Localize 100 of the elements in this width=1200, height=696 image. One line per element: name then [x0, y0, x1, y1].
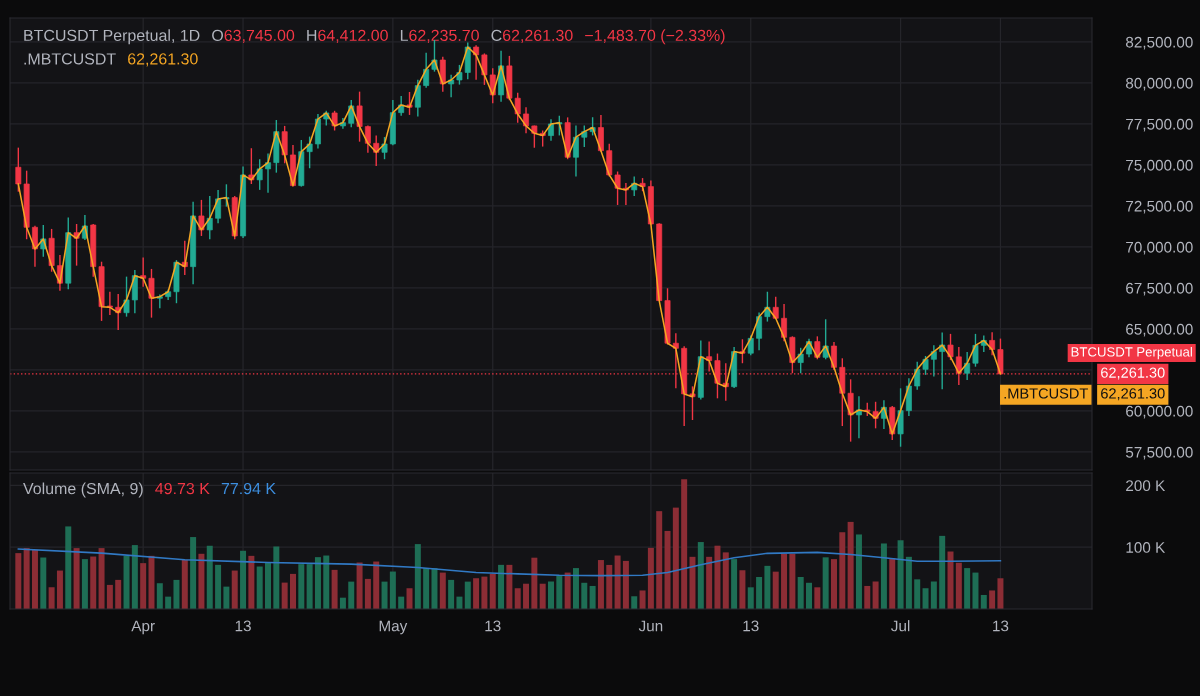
y-tick-label: 77,500.00 — [1126, 118, 1193, 132]
x-tick-label: 13 — [485, 620, 501, 632]
annotation: .MBTCUSDT — [1004, 388, 1088, 399]
bar — [747, 587, 754, 609]
candlestick — [106, 291, 113, 316]
bar — [256, 566, 263, 609]
annotation: 49.73 K — [155, 482, 210, 495]
bar — [331, 569, 338, 609]
candlestick — [281, 125, 288, 165]
annotation: O63,745.00 — [212, 29, 295, 43]
bar — [639, 590, 646, 609]
bar — [414, 544, 421, 609]
x-tick-label: Jun — [638, 620, 663, 632]
bar — [997, 578, 1004, 609]
bar — [647, 547, 654, 609]
x-tick-label: 13 — [743, 620, 759, 632]
bar — [830, 559, 837, 609]
x-tick-label: Jul — [891, 620, 910, 632]
bar — [506, 564, 513, 609]
bar — [930, 581, 937, 609]
candlestick — [223, 183, 230, 208]
bar — [756, 576, 763, 609]
y-tick-label: 80,000.00 — [1126, 77, 1193, 91]
bar — [15, 553, 22, 609]
bar — [739, 570, 746, 609]
bar — [423, 568, 430, 609]
candlestick — [531, 124, 538, 149]
candlestick — [32, 224, 38, 268]
bar — [964, 568, 971, 609]
bar — [248, 555, 255, 609]
y-tick-label: 67,500.00 — [1126, 282, 1193, 296]
bar — [156, 583, 163, 609]
candlestick — [922, 355, 929, 376]
annotation: −1,483.70 (−2.33%) — [585, 29, 725, 45]
bar — [231, 570, 238, 609]
bar — [48, 587, 55, 609]
y-tick-label: 60,000.00 — [1126, 405, 1193, 419]
bar — [448, 579, 455, 609]
bar — [364, 578, 371, 609]
bar — [539, 583, 546, 609]
bar — [814, 587, 821, 609]
bar — [406, 588, 413, 609]
candlestick — [614, 170, 621, 206]
bar — [897, 540, 904, 609]
bar — [589, 585, 596, 609]
candlestick — [747, 334, 754, 356]
bar — [489, 573, 496, 609]
bar — [822, 557, 829, 609]
bar — [389, 571, 396, 609]
bar — [215, 564, 222, 609]
bar — [989, 590, 996, 609]
bar — [181, 559, 188, 609]
bar — [847, 521, 854, 609]
bar — [939, 535, 946, 609]
candlestick — [523, 106, 529, 134]
bar — [905, 556, 912, 609]
bar — [839, 532, 846, 609]
bar — [681, 479, 688, 609]
bar — [706, 556, 713, 609]
bar — [273, 546, 280, 609]
y-tick-label: 100 K — [1126, 542, 1166, 553]
bar — [223, 586, 230, 609]
candlestick — [473, 44, 480, 81]
bar — [548, 581, 554, 609]
y-tick-label: 72,500.00 — [1126, 200, 1193, 214]
bar — [206, 545, 213, 609]
y-tick-label: 70,000.00 — [1126, 241, 1193, 255]
candlestick — [423, 52, 430, 89]
bar — [656, 511, 663, 609]
bar — [531, 557, 538, 609]
bar — [190, 537, 197, 609]
bar — [265, 562, 272, 609]
annotation: C62,261.30 — [491, 29, 573, 43]
candlestick — [989, 331, 996, 356]
candlestick — [756, 311, 763, 351]
bar — [40, 557, 47, 609]
bar — [872, 581, 879, 609]
bar — [473, 578, 480, 609]
y-tick-label: 82,500.00 — [1126, 36, 1193, 50]
candlestick — [781, 303, 787, 342]
candlestick — [448, 74, 455, 98]
bar — [356, 562, 363, 609]
bar — [298, 564, 305, 609]
bar — [173, 579, 180, 609]
annotation: .MBTCUSDT — [24, 53, 116, 65]
bar — [880, 543, 887, 609]
bar — [56, 570, 63, 609]
bar — [731, 559, 738, 609]
candlestick — [573, 124, 579, 178]
bar — [381, 581, 388, 609]
candlestick — [964, 351, 971, 381]
candlestick — [414, 78, 421, 118]
annotation: 77.94 K — [221, 482, 276, 495]
bar — [323, 555, 330, 609]
bar — [439, 572, 446, 609]
bar — [664, 530, 671, 609]
candlestick — [897, 387, 904, 448]
bar — [722, 552, 729, 609]
candlestick — [215, 189, 222, 225]
bar — [73, 548, 80, 609]
